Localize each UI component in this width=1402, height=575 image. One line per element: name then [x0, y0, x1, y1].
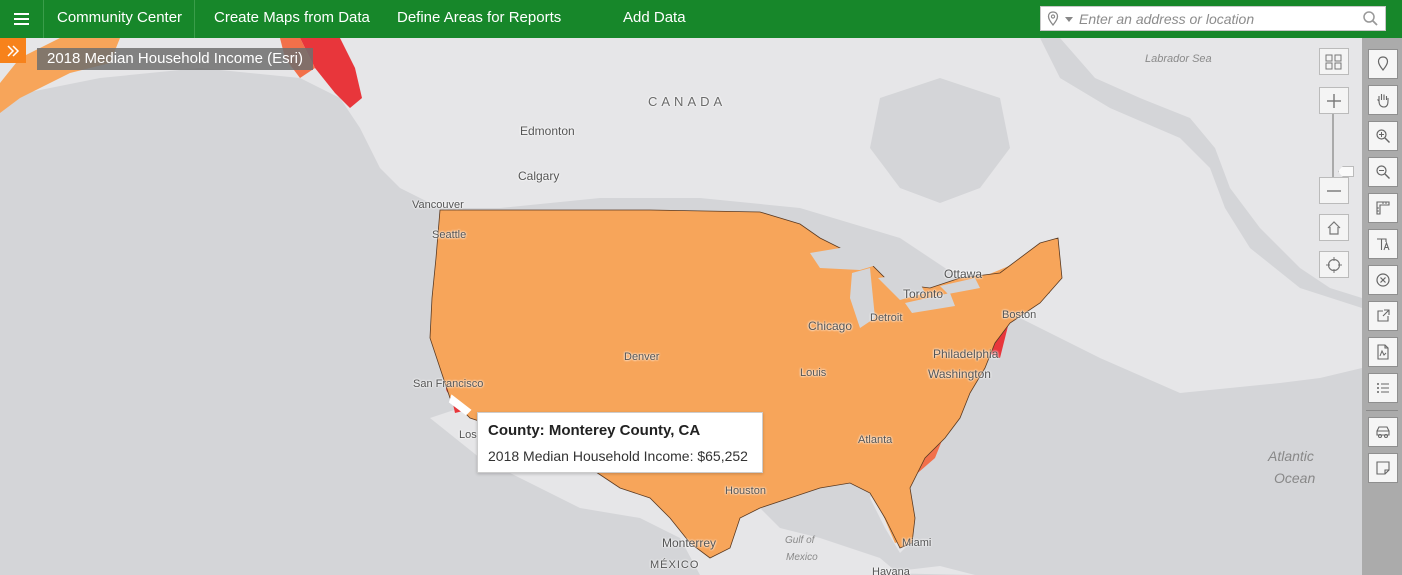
expand-panel-button[interactable] [0, 38, 26, 63]
zoom-slider-track[interactable] [1332, 114, 1334, 178]
top-bar: Community Center Create Maps from Data D… [0, 0, 1402, 38]
zoom-in-icon [1376, 129, 1390, 143]
nav-add-data[interactable]: Add Data [623, 9, 686, 26]
basemap [0, 38, 1362, 575]
hamburger-icon [14, 13, 29, 25]
app-title[interactable]: Community Center [57, 9, 183, 26]
map-label-boston: Boston [1002, 309, 1037, 321]
map-label-mexico: MÉXICO [650, 559, 700, 571]
map-label-mexico-gulf: Mexico [786, 552, 818, 563]
location-pin-icon[interactable] [1047, 11, 1059, 32]
nav-divider [194, 0, 195, 38]
hand-icon [1377, 94, 1389, 108]
plus-icon [1327, 93, 1341, 108]
map-label-vancouver: Vancouver [412, 199, 464, 211]
double-chevron-right-icon [7, 44, 20, 57]
popup-field: 2018 Median Household Income: $65,252 [488, 448, 748, 464]
nav-create-maps[interactable]: Create Maps from Data [214, 9, 370, 26]
tool-share[interactable] [1368, 301, 1398, 331]
map-label-san-francisco: San Francisco [413, 378, 484, 390]
note-icon [1376, 461, 1390, 475]
zoom-out-button[interactable] [1319, 177, 1349, 204]
search-input[interactable] [1079, 9, 1359, 28]
tool-label[interactable] [1368, 229, 1398, 259]
map-label-chicago: Chicago [808, 319, 853, 333]
zoom-in-button[interactable] [1319, 87, 1349, 114]
map-label-havana: Havana [872, 566, 910, 575]
chevron-down-icon[interactable] [1065, 17, 1073, 22]
map-label-ocean: Ocean [1274, 470, 1316, 486]
tool-measure[interactable] [1368, 193, 1398, 223]
map-view[interactable]: CANADA Edmonton Calgary Vancouver Seattl… [0, 38, 1362, 575]
zoom-out-icon [1376, 165, 1390, 179]
popup-title: County: Monterey County, CA [488, 422, 701, 439]
tool-zoom-in[interactable] [1368, 121, 1398, 151]
minus-icon [1327, 189, 1341, 192]
map-label-philadelphia: Philadelphia [933, 347, 999, 361]
basemap-gallery-button[interactable] [1319, 48, 1349, 75]
locate-button[interactable] [1319, 251, 1349, 278]
tool-location[interactable] [1368, 49, 1398, 79]
map-label-toronto: Toronto [903, 287, 944, 301]
layer-title: 2018 Median Household Income (Esri) [37, 48, 313, 70]
menu-button[interactable] [0, 0, 44, 38]
map-label-atlantic: Atlantic [1268, 448, 1314, 464]
map-label-canada: CANADA [648, 94, 727, 109]
map-label-houston: Houston [725, 485, 766, 497]
info-popup: County: Monterey County, CA 2018 Median … [477, 412, 763, 473]
tool-pan[interactable] [1368, 85, 1398, 115]
tool-list[interactable] [1368, 373, 1398, 403]
ruler-icon [1376, 201, 1390, 215]
text-icon [1377, 238, 1390, 251]
map-label-ottawa: Ottawa [944, 267, 983, 281]
toolbar-divider [1366, 410, 1398, 411]
map-label-detroit: Detroit [870, 312, 903, 324]
zoom-slider-handle[interactable] [1338, 166, 1354, 177]
map-label-denver: Denver [624, 351, 660, 363]
search-box [1040, 6, 1386, 31]
pdf-icon [1377, 344, 1389, 360]
map-label-labrador-sea: Labrador Sea [1145, 53, 1212, 65]
map-label-monterrey: Monterrey [662, 536, 717, 550]
map-label-washington: Washington [928, 367, 991, 381]
popup-field-label: 2018 Median Household Income: [488, 448, 694, 464]
map-label-los-angeles: Los [459, 429, 477, 441]
right-toolbar [1362, 38, 1402, 575]
map-label-gulf-of: Gulf of [785, 535, 815, 546]
tool-export-pdf[interactable] [1368, 337, 1398, 367]
tool-drive-time[interactable] [1368, 417, 1398, 447]
location-pin-icon [1377, 56, 1389, 71]
grid-icon [1325, 54, 1342, 69]
popup-field-value: $65,252 [697, 448, 748, 464]
map-label-atlanta: Atlanta [858, 434, 893, 446]
share-icon [1377, 309, 1390, 322]
nav-define-areas[interactable]: Define Areas for Reports [397, 9, 562, 26]
crosshair-icon [1326, 256, 1342, 273]
map-label-seattle: Seattle [432, 229, 467, 241]
map-label-st-louis: Louis [800, 367, 827, 379]
map-label-miami: Miami [902, 537, 932, 549]
tool-zoom-out[interactable] [1368, 157, 1398, 187]
map-label-edmonton: Edmonton [520, 124, 575, 138]
tool-note[interactable] [1368, 453, 1398, 483]
tool-clear[interactable] [1368, 265, 1398, 295]
clear-icon [1376, 273, 1390, 287]
list-icon [1377, 383, 1389, 393]
home-icon [1327, 220, 1341, 235]
car-icon [1376, 426, 1390, 438]
map-label-calgary: Calgary [518, 169, 560, 183]
home-button[interactable] [1319, 214, 1349, 241]
search-icon[interactable] [1362, 10, 1379, 32]
